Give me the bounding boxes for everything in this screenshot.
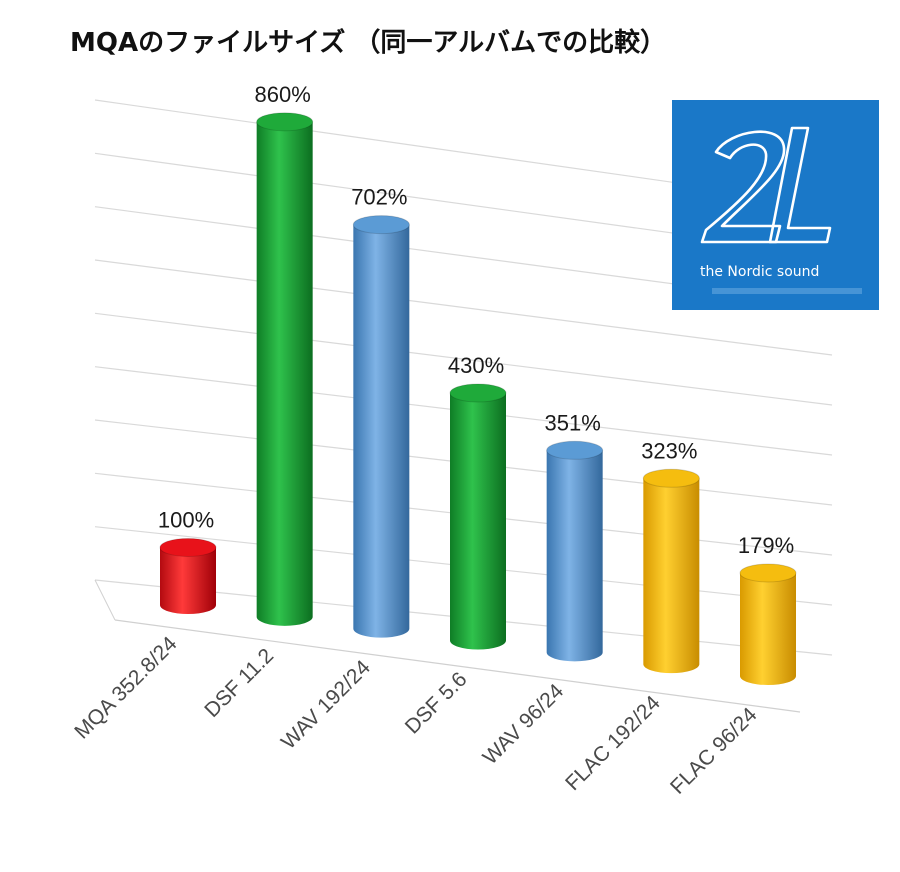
category-label: MQA 352.8/24 [70, 632, 181, 743]
data-label: 179% [738, 533, 794, 558]
chart-floor [94, 579, 801, 713]
data-label: 860% [255, 82, 311, 107]
bar-top [739, 563, 797, 583]
bar-body [256, 121, 313, 626]
bar-top [256, 112, 314, 132]
data-label: 100% [158, 507, 214, 532]
bar-top [352, 215, 410, 235]
2l-logo: the Nordic sound [672, 100, 879, 310]
bar [352, 215, 410, 638]
bar-top [546, 440, 604, 460]
category-label: DSF 11.2 [200, 644, 278, 722]
bar-top [642, 468, 700, 488]
logo-tagline: the Nordic sound [700, 264, 819, 280]
floor-edge [114, 619, 801, 713]
logo-2l-mark [700, 126, 832, 244]
bar-body [160, 547, 216, 614]
bar [159, 537, 217, 614]
category-label: FLAC 192/24 [561, 691, 665, 795]
bar-body [546, 450, 603, 662]
category-label: DSF 5.6 [401, 668, 472, 739]
data-labels-group: 100% 860% 702% 430% 351% 323% 179% [158, 82, 794, 558]
bar-body [740, 572, 796, 685]
bars-group [159, 112, 797, 685]
data-label: 323% [641, 438, 697, 463]
bar [256, 112, 314, 626]
floor-side-edge [94, 579, 116, 621]
data-label: 702% [351, 185, 407, 210]
category-label: WAV 96/24 [478, 679, 568, 769]
grid-line [94, 259, 833, 356]
bar [449, 383, 507, 650]
bar-top [449, 383, 507, 403]
bar [546, 440, 604, 662]
bar [739, 563, 797, 685]
data-label: 351% [545, 410, 601, 435]
category-label: WAV 192/24 [277, 656, 375, 754]
chart-title: MQAのファイルサイズ （同一アルバムでの比較） [70, 28, 667, 58]
category-label: FLAC 96/24 [666, 703, 762, 799]
bar-body [643, 478, 700, 674]
logo-footer-strip [712, 288, 862, 294]
bar-body [450, 393, 506, 650]
grid-line [94, 312, 833, 406]
bar [642, 468, 700, 674]
bar-top [159, 537, 217, 557]
bar-body [353, 224, 410, 638]
data-label: 430% [448, 353, 504, 378]
